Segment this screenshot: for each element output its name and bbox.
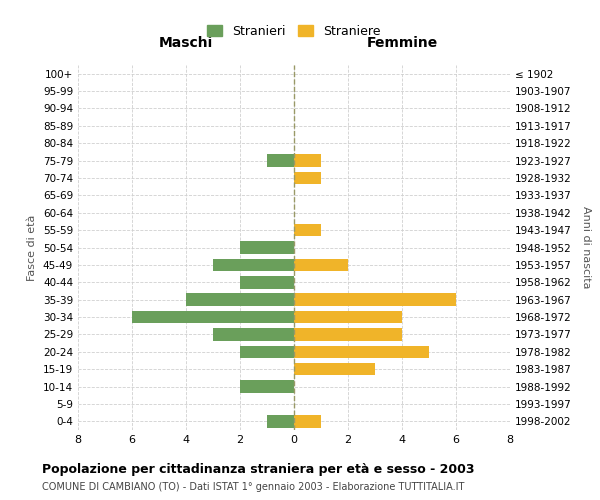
Y-axis label: Anni di nascita: Anni di nascita <box>581 206 591 289</box>
Text: COMUNE DI CAMBIANO (TO) - Dati ISTAT 1° gennaio 2003 - Elaborazione TUTTITALIA.I: COMUNE DI CAMBIANO (TO) - Dati ISTAT 1° … <box>42 482 464 492</box>
Bar <box>294 311 402 324</box>
Text: Popolazione per cittadinanza straniera per età e sesso - 2003: Popolazione per cittadinanza straniera p… <box>42 462 475 475</box>
Bar <box>240 380 294 393</box>
Bar <box>240 241 294 254</box>
Bar <box>213 328 294 340</box>
Bar <box>294 294 456 306</box>
Bar <box>294 154 321 167</box>
Bar <box>240 276 294 288</box>
Bar <box>294 328 402 340</box>
Bar <box>267 154 294 167</box>
Bar <box>294 346 429 358</box>
Bar <box>240 346 294 358</box>
Legend: Stranieri, Straniere: Stranieri, Straniere <box>202 20 386 43</box>
Bar <box>294 172 321 184</box>
Bar <box>294 258 348 271</box>
Bar <box>294 224 321 236</box>
Bar <box>267 415 294 428</box>
Text: Maschi: Maschi <box>159 36 213 51</box>
Bar <box>213 258 294 271</box>
Bar <box>294 363 375 376</box>
Bar <box>186 294 294 306</box>
Bar <box>294 415 321 428</box>
Text: Femmine: Femmine <box>367 36 437 51</box>
Y-axis label: Fasce di età: Fasce di età <box>28 214 37 280</box>
Bar <box>132 311 294 324</box>
